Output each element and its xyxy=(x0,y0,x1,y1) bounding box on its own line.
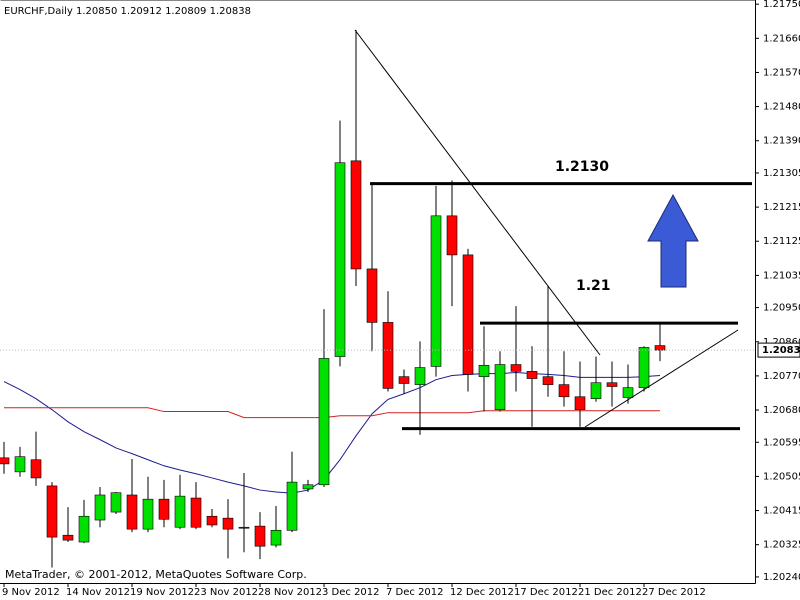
level-label: 1.2130 xyxy=(555,159,609,175)
y-tick-label: 1.20595 xyxy=(763,437,800,448)
candle-body xyxy=(558,384,570,398)
candle-body xyxy=(574,396,586,410)
candle-body xyxy=(94,494,106,521)
y-tick-label: 1.21750 xyxy=(763,0,800,10)
candle-body xyxy=(590,382,602,399)
x-tick-label: 14 Nov 2012 xyxy=(66,587,130,598)
candle-body xyxy=(398,376,410,384)
chart-title: EURCHF,Daily 1.20850 1.20912 1.20809 1.2… xyxy=(4,6,251,17)
x-tick-label: 19 Nov 2012 xyxy=(130,587,194,598)
moving-average xyxy=(4,407,660,419)
candle-body xyxy=(238,526,250,529)
y-tick-label: 1.20860 xyxy=(763,337,800,348)
candle-body xyxy=(446,215,458,256)
candle-body xyxy=(206,515,218,526)
candle-body xyxy=(222,517,234,530)
moving-average xyxy=(3,371,661,494)
up-arrow xyxy=(647,193,699,288)
candle-body xyxy=(254,525,266,547)
candle-body xyxy=(30,459,42,479)
current-price-box xyxy=(757,342,800,358)
y-tick-label: 1.21305 xyxy=(763,168,800,179)
candle-body xyxy=(462,254,474,375)
candle-body xyxy=(334,162,346,357)
candle-body xyxy=(654,345,666,351)
x-tick-label: 3 Dec 2012 xyxy=(322,587,380,598)
x-tick-label: 9 Nov 2012 xyxy=(2,587,60,598)
candle-body xyxy=(622,387,634,398)
candle-body xyxy=(350,160,362,270)
candle-body xyxy=(14,456,26,473)
candle-body xyxy=(430,215,442,367)
candle-body xyxy=(542,376,554,385)
footer: MetaTrader, © 2001-2012, MetaQuotes Soft… xyxy=(5,568,307,581)
candle-body xyxy=(46,485,58,538)
y-tick-label: 1.20505 xyxy=(763,471,800,482)
trend-line xyxy=(584,329,739,428)
candle-body xyxy=(638,347,650,388)
candle-body xyxy=(366,268,378,323)
candle-body xyxy=(0,457,10,465)
candle-body xyxy=(526,371,538,379)
y-tick-label: 1.20415 xyxy=(763,506,800,517)
candle-body xyxy=(142,498,154,530)
y-tick-label: 1.21125 xyxy=(763,236,800,247)
candle-body xyxy=(126,494,138,530)
candle-body xyxy=(478,364,490,377)
candle-body xyxy=(302,484,314,490)
candle-body xyxy=(318,358,330,486)
x-tick-label: 17 Dec 2012 xyxy=(514,587,578,598)
x-tick-label: 12 Dec 2012 xyxy=(450,587,514,598)
x-tick-label: 7 Dec 2012 xyxy=(386,587,444,598)
plot-area xyxy=(0,29,755,568)
level-label: 1.21 xyxy=(576,278,611,294)
candle-body xyxy=(286,481,298,531)
y-tick-label: 1.21390 xyxy=(763,136,800,147)
y-tick-label: 1.21480 xyxy=(763,102,800,113)
x-tick-label: 23 Nov 2012 xyxy=(194,587,258,598)
candle-body xyxy=(510,364,522,372)
y-tick-label: 1.21035 xyxy=(763,270,800,281)
y-tick-label: 1.21215 xyxy=(763,202,800,213)
candle-body xyxy=(174,495,186,528)
x-tick-label: 21 Dec 2012 xyxy=(578,587,642,598)
candle-body xyxy=(110,492,122,513)
y-tick-label: 1.21660 xyxy=(763,33,800,44)
candle-body xyxy=(190,497,202,528)
candle-body xyxy=(158,498,170,520)
candle-body xyxy=(606,382,618,387)
current-price-label: 1.20838 xyxy=(762,345,800,356)
y-tick-label: 1.21570 xyxy=(763,67,800,78)
y-tick-label: 1.20325 xyxy=(763,540,800,551)
candle-body xyxy=(414,367,426,385)
candle-body xyxy=(494,364,506,410)
candle-body xyxy=(382,322,394,389)
y-tick-label: 1.20240 xyxy=(763,572,800,583)
x-tick-label: 27 Dec 2012 xyxy=(642,587,706,598)
y-tick-label: 1.20770 xyxy=(763,371,800,382)
y-tick-label: 1.20680 xyxy=(763,405,800,416)
candle-body xyxy=(270,529,282,546)
candle-body xyxy=(62,534,74,541)
trend-line xyxy=(354,29,601,356)
y-tick-label: 1.20950 xyxy=(763,303,800,314)
candle-body xyxy=(78,515,90,543)
x-tick-label: 28 Nov 2012 xyxy=(258,587,322,598)
